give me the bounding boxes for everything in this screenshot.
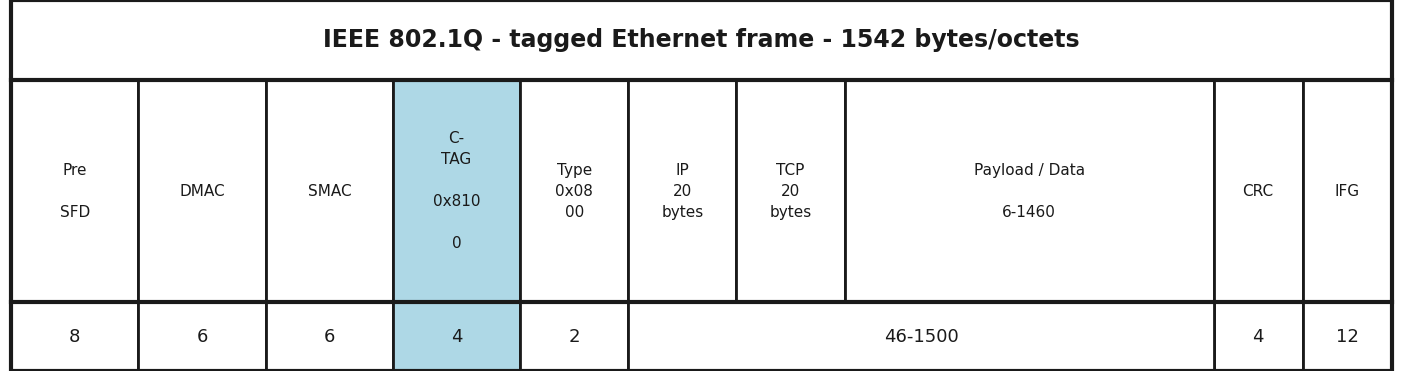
Bar [139, 80, 265, 302]
Text: Pre

SFD: Pre SFD [60, 162, 90, 220]
Text: IP
20
bytes: IP 20 bytes [661, 162, 703, 220]
Text: Type
0x08
00: Type 0x08 00 [556, 162, 593, 220]
Bar [629, 80, 737, 302]
Text: CRC: CRC [1243, 184, 1274, 198]
Text: TCP
20
bytes: TCP 20 bytes [769, 162, 812, 220]
Bar [521, 80, 629, 302]
Bar [737, 80, 845, 302]
Text: 2: 2 [568, 328, 579, 346]
Text: SMAC: SMAC [307, 184, 351, 198]
Text: 4: 4 [450, 328, 463, 346]
Bar [265, 80, 393, 302]
Bar [11, 0, 1392, 80]
Bar [139, 302, 265, 371]
Bar [1214, 302, 1303, 371]
Text: 46-1500: 46-1500 [884, 328, 958, 346]
Bar [1303, 80, 1392, 302]
Text: 4: 4 [1253, 328, 1264, 346]
Text: IFG: IFG [1334, 184, 1360, 198]
Bar [629, 302, 1214, 371]
Bar [1303, 302, 1392, 371]
Text: DMAC: DMAC [180, 184, 224, 198]
Text: 6: 6 [324, 328, 335, 346]
Text: C-
TAG

0x810

0: C- TAG 0x810 0 [432, 131, 480, 251]
Bar [11, 302, 139, 371]
Bar [393, 80, 521, 302]
Bar [521, 302, 629, 371]
Bar [265, 302, 393, 371]
Text: Payload / Data

6-1460: Payload / Data 6-1460 [974, 162, 1085, 220]
Text: IEEE 802.1Q - tagged Ethernet frame - 1542 bytes/octets: IEEE 802.1Q - tagged Ethernet frame - 15… [323, 28, 1080, 52]
Bar [393, 302, 521, 371]
Bar [1214, 80, 1303, 302]
Text: 6: 6 [196, 328, 208, 346]
Text: 8: 8 [69, 328, 80, 346]
Bar [11, 80, 139, 302]
Bar [845, 80, 1214, 302]
Text: 12: 12 [1336, 328, 1358, 346]
